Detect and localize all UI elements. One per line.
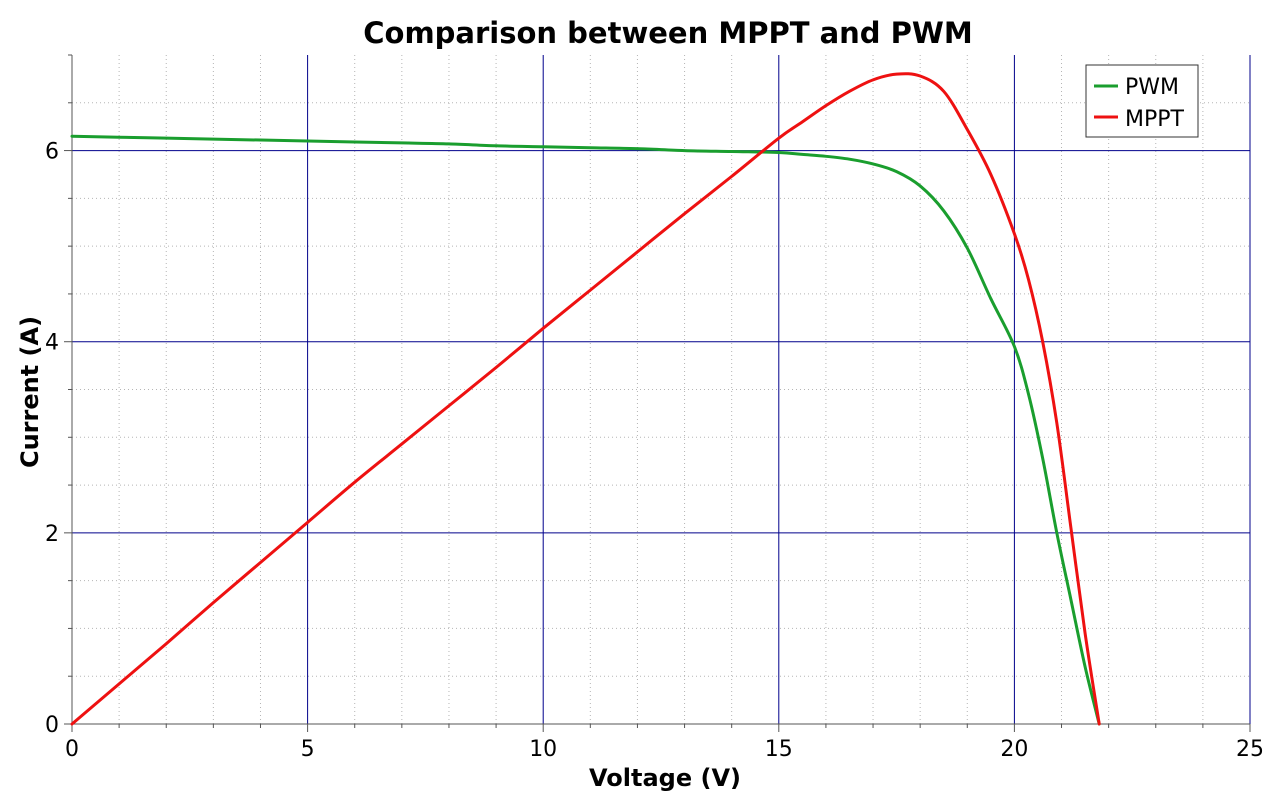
x-tick-label: 20 xyxy=(1000,737,1028,762)
x-tick-label: 10 xyxy=(529,737,557,762)
x-axis-label: Voltage (V) xyxy=(589,764,741,792)
y-axis-label: Current (A) xyxy=(16,316,44,468)
series-line-mppt xyxy=(70,72,1101,726)
series-group xyxy=(70,72,1101,726)
y-tick-label: 6 xyxy=(45,140,59,165)
x-tick-label: 25 xyxy=(1236,737,1264,762)
y-tick-label: 2 xyxy=(45,522,59,547)
x-tick-label: 0 xyxy=(65,737,79,762)
chart-title: Comparison between MPPT and PWM xyxy=(363,16,973,50)
legend: PWM MPPT xyxy=(1085,64,1199,138)
y-tick-label: 0 xyxy=(45,713,59,738)
series-line-pwm xyxy=(70,134,1101,726)
x-tick-label: 5 xyxy=(301,737,315,762)
axes: 0 5 10 15 20 25 0 2 4 6 xyxy=(45,54,1264,762)
legend-label-pwm: PWM xyxy=(1125,75,1179,100)
legend-label-mppt: MPPT xyxy=(1125,107,1185,132)
x-tick-label: 15 xyxy=(765,737,793,762)
legend-box xyxy=(1085,64,1199,138)
grid xyxy=(72,55,1251,724)
y-tick-label: 4 xyxy=(45,331,59,356)
